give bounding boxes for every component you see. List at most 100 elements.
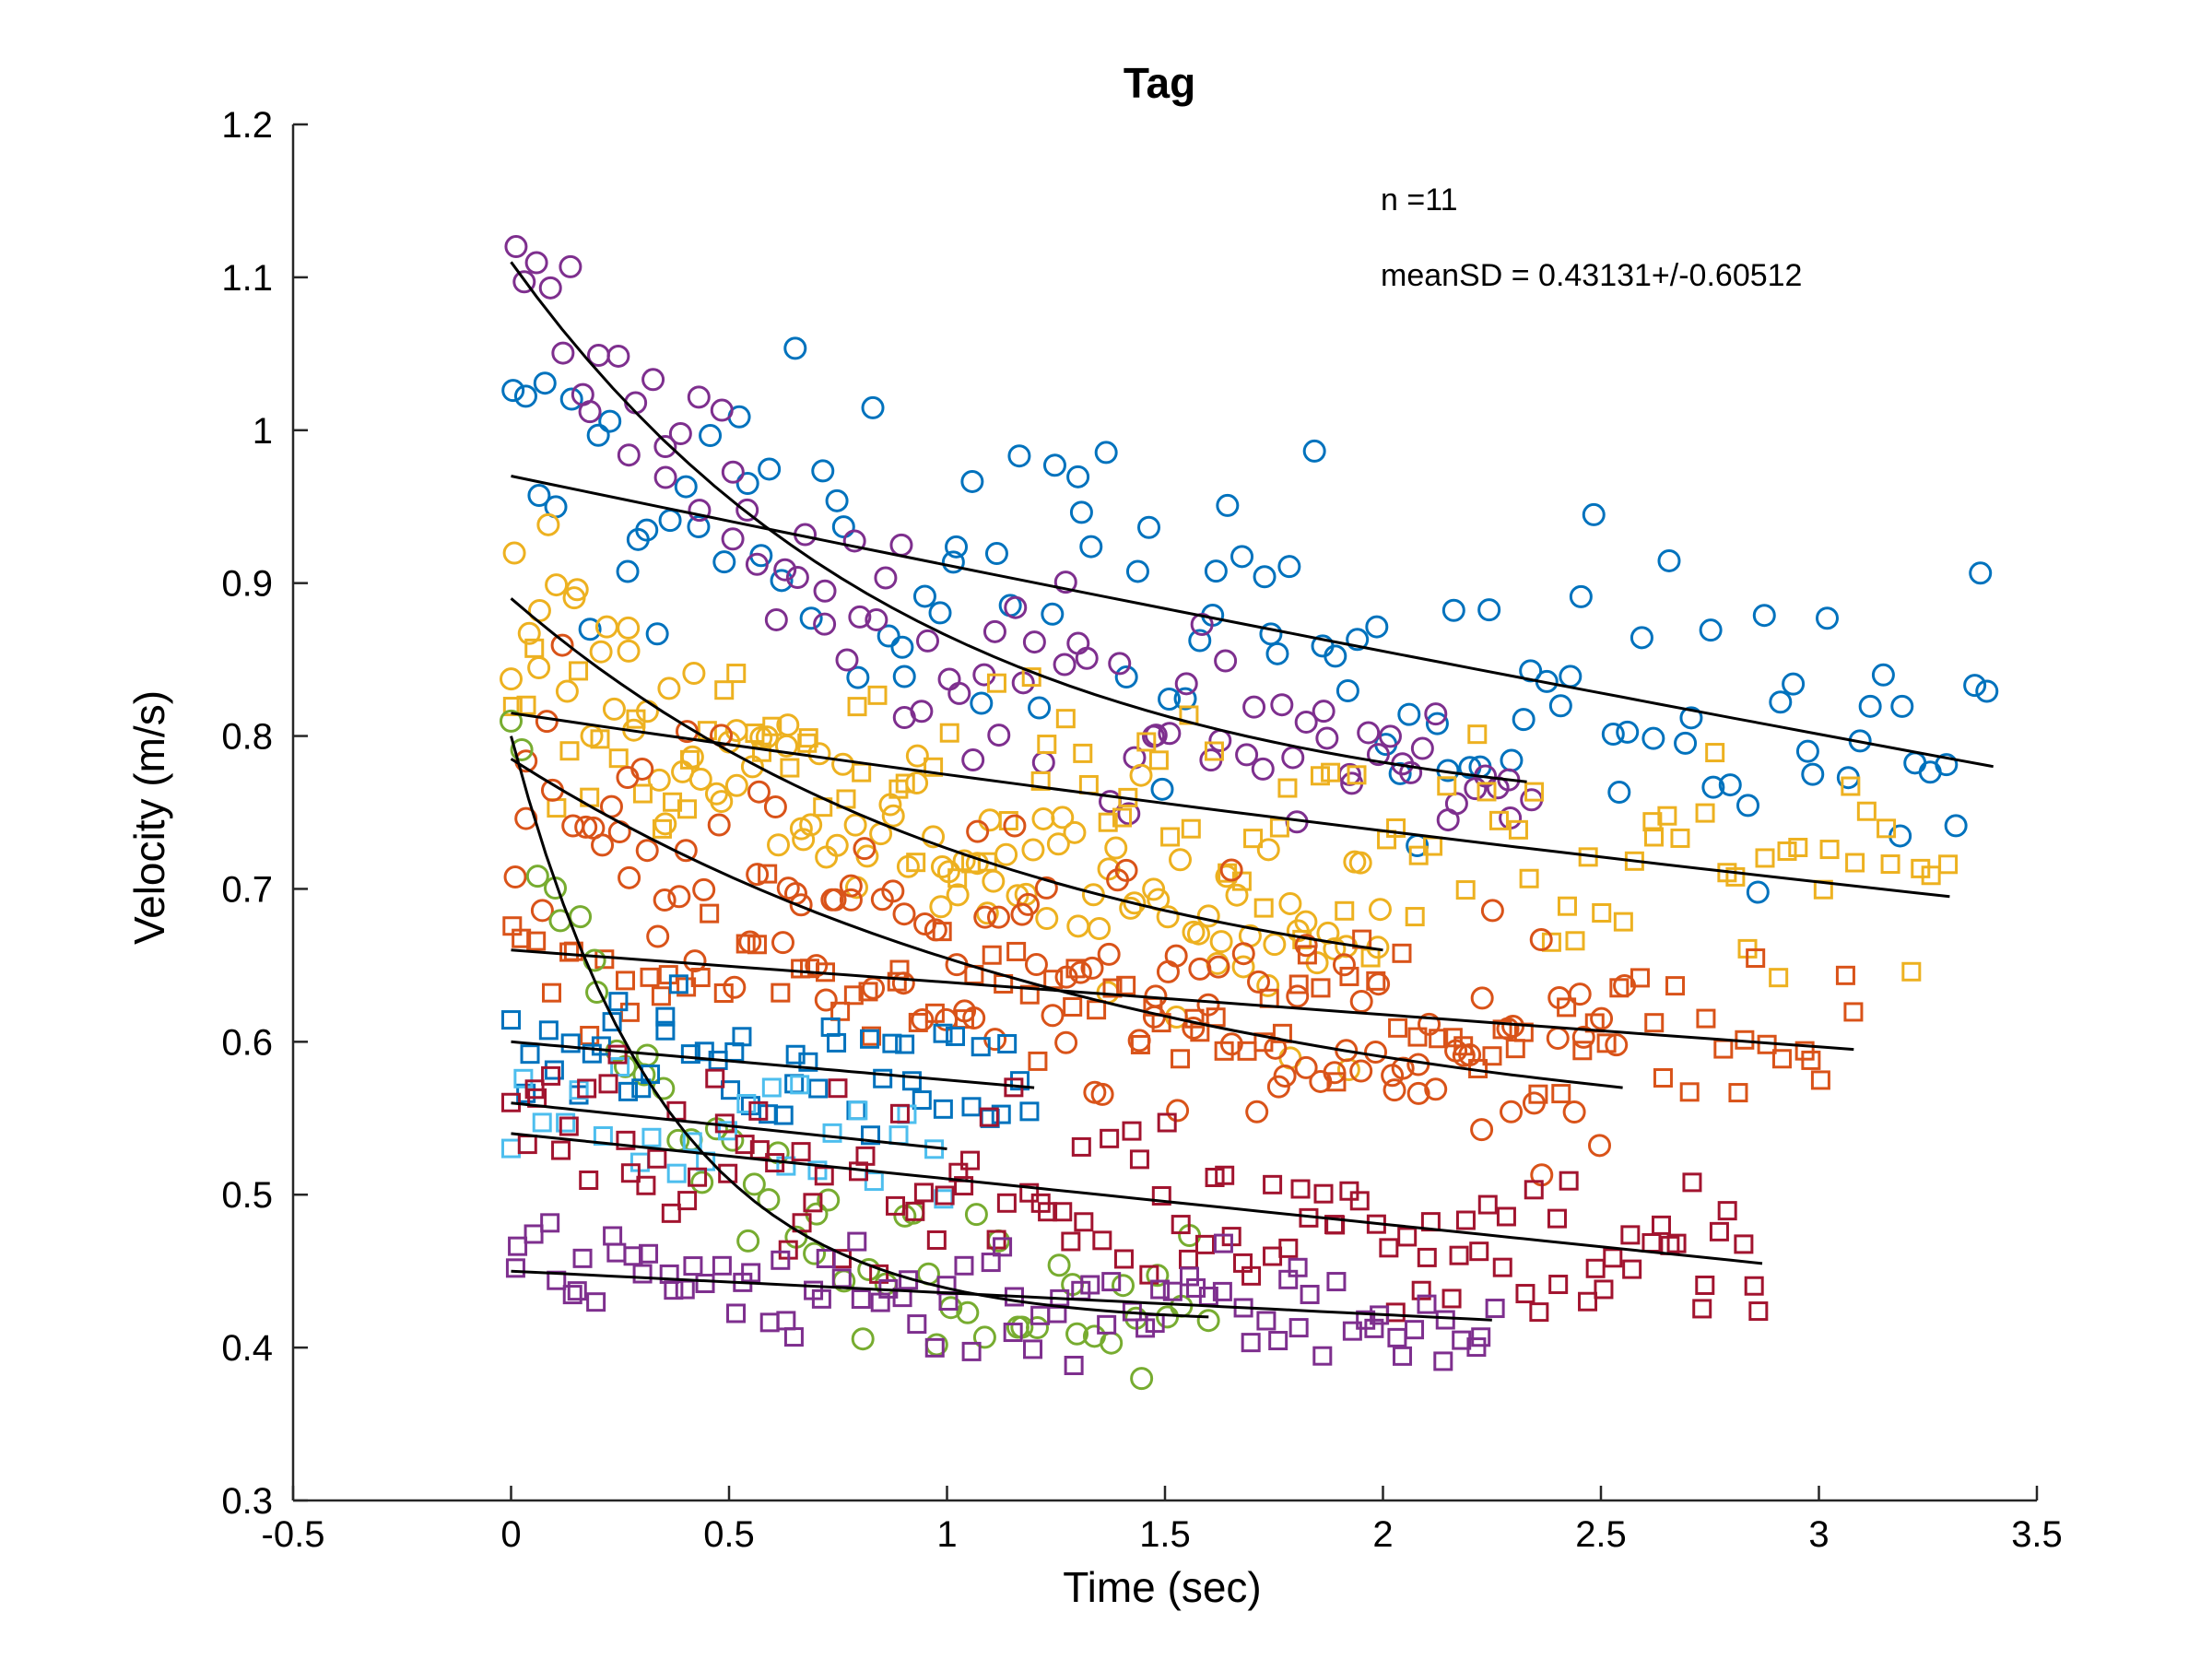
data-point-circle [1251,757,1275,781]
data-point-circle [1601,722,1625,746]
data-point-square [1097,1314,1117,1335]
data-point-square [1653,1068,1673,1088]
data-point-square [598,1074,618,1094]
data-point-square [502,697,523,717]
data-point-square [590,729,610,749]
data-point-circle [1718,773,1742,797]
data-point-square [924,757,944,777]
data-point-circle [1657,548,1681,572]
data-point-square [1547,1208,1567,1229]
data-point-circle [746,863,770,887]
data-point-circle [986,905,1010,929]
data-point-square [843,985,864,1006]
data-point-square [1194,1234,1215,1254]
data-point-square [524,638,545,658]
data-point-square [873,1068,893,1088]
data-point-circle [889,533,913,557]
data-point-square [913,1182,934,1203]
data-point-circle [846,665,870,689]
data-point-circle [1031,750,1055,774]
data-point-circle [1410,736,1434,760]
y-tick-label: 0.4 [221,1328,273,1369]
data-point-square [1312,1346,1333,1366]
data-point-square [1505,1039,1525,1059]
data-point-circle [1616,720,1640,744]
data-point-square [1100,1128,1120,1148]
data-point-circle [853,837,877,861]
data-point-square [1241,1333,1261,1353]
data-point-circle [504,235,528,259]
data-point-square [783,1327,804,1347]
data-point-square [1253,1032,1274,1053]
data-point-circle [745,552,769,576]
data-point-square [1205,1168,1225,1188]
data-point-square [1548,1275,1569,1295]
data-point-circle [1053,653,1077,677]
data-point-circle [1270,693,1294,717]
data-point-circle [1094,441,1118,465]
data-point-circle [602,697,626,721]
data-point-square [1065,959,1086,979]
data-point-circle [892,902,916,926]
data-point-circle [839,888,863,912]
data-point-circle [688,499,712,523]
x-tick-label: 3.5 [2011,1514,2063,1555]
data-point-square [1184,1008,1205,1029]
data-point-square [1300,1284,1320,1304]
data-point-circle [1174,672,1198,696]
data-point-circle [1047,1253,1071,1277]
data-point-square [758,864,778,884]
data-point-circle [947,681,971,705]
data-point-circle [1641,726,1665,750]
data-point-circle [635,518,659,542]
data-point-square [655,1006,676,1027]
data-point-circle [1736,794,1760,818]
data-point-circle [591,833,615,857]
data-point-circle [771,931,794,955]
data-point-square [1755,848,1775,868]
data-point-square [1835,965,1855,985]
data-point-circle [589,640,613,664]
y-tick-label: 1 [253,411,273,452]
data-point-circle [735,498,759,522]
data-point-square [827,1032,847,1053]
data-point-square [762,716,782,736]
data-point-circle [1100,1331,1124,1355]
data-point-square [954,1255,974,1276]
data-point-circle [533,371,557,395]
data-point-circle [966,819,990,843]
data-point-circle [1129,763,1153,787]
data-point-circle [641,368,665,392]
data-point-square [939,723,959,743]
data-point-square [1010,1071,1030,1091]
data-point-circle [1088,917,1112,941]
y-tick-label: 0.7 [221,869,273,910]
data-point-circle [1315,726,1339,750]
data-point-square [1856,801,1877,821]
data-point-square [1160,827,1181,847]
data-point-circle [1114,858,1138,882]
data-point-square [1037,735,1057,755]
data-point-circle [1335,679,1359,703]
data-point-circle [1028,696,1052,720]
data-point-circle [910,700,934,724]
data-point-square [1911,858,1931,878]
data-point-square [1263,1174,1283,1194]
data-point-square [924,1003,945,1023]
data-point-square [512,928,532,948]
data-point-square [798,1052,818,1072]
data-point-square [1519,868,1539,888]
data-point-square [895,773,915,794]
data-point-square [1092,1230,1112,1251]
data-point-square [906,853,926,873]
data-point-circle [1424,702,1448,726]
data-point-circle [1068,960,1092,984]
data-point-square [1417,1294,1437,1314]
data-point-square [1243,829,1264,849]
data-point-circle [1054,1030,1078,1054]
data-point-circle [1188,957,1212,981]
fit-line-10 [511,1132,1763,1265]
data-point-circle [785,566,809,590]
data-point-square [1666,1233,1687,1253]
data-point-circle [1253,565,1277,589]
